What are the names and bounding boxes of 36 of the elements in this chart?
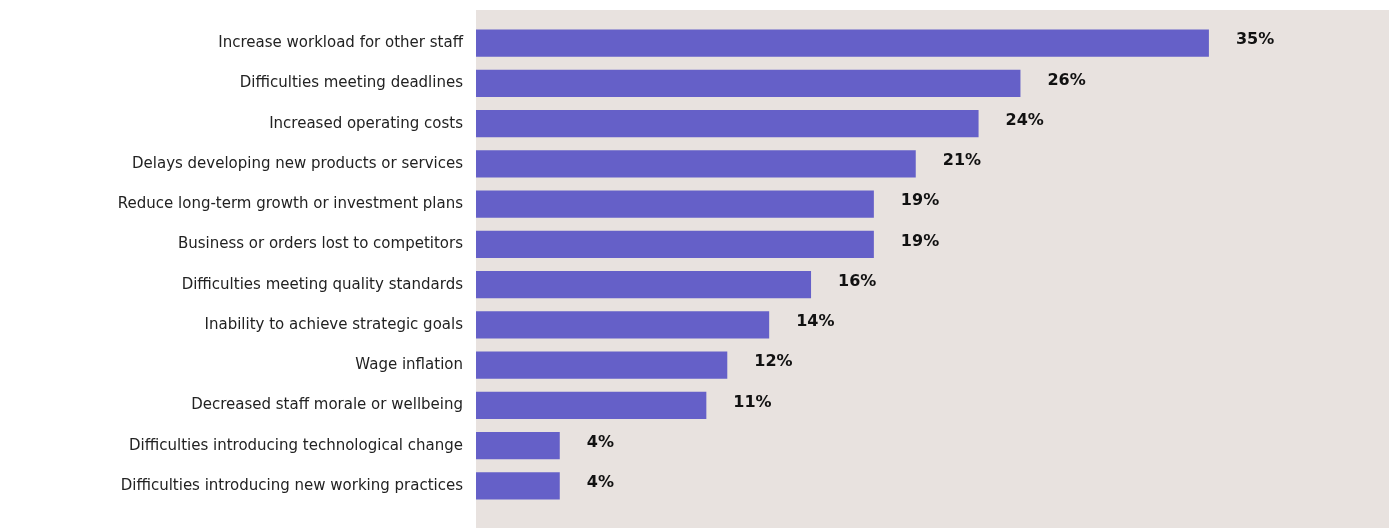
bar [476,69,1021,98]
bar [476,109,979,138]
y-tick-label: Increase workload for other staff [218,33,464,52]
data-label: 21% [942,150,982,170]
bar [476,190,874,218]
y-tick-label: Delays developing new products or services [132,153,464,172]
y-tick-label: Decreased staff morale or wellbeing [191,395,463,414]
data-label: 16% [838,270,877,290]
data-label: 14% [796,311,835,331]
bar [476,472,560,500]
y-tick-label: Business or orders lost to competitors [177,234,464,253]
y-tick-label: Reduce long-term growth or investment plans [117,194,464,213]
bar [476,270,812,299]
bar [476,391,707,420]
y-tick-label: Difficulties meeting deadlines [239,73,464,92]
data-label: 35% [1235,29,1275,49]
data-label: 19% [900,190,940,210]
data-label: 4% [586,472,614,492]
bar [476,29,1209,57]
data-label: 24% [1005,109,1044,129]
data-label: 11% [733,391,772,411]
data-label: 4% [586,431,614,451]
data-label: 19% [900,230,940,250]
bar [476,311,770,339]
bar [476,230,874,259]
bar [476,150,916,178]
data-label: 26% [1047,69,1086,89]
y-tick-label: Wage inflation [355,355,463,374]
data-label: 12% [754,351,793,371]
y-tick-label: Difficulties introducing new working practices [120,475,464,494]
y-tick-label: Increased operating costs [269,113,464,132]
bar [476,351,728,379]
y-tick-label: Difficulties introducing technological change [129,435,463,454]
y-tick-label: Difficulties meeting quality standards [181,274,464,293]
bar [476,431,560,460]
y-tick-label: Inability to achieve strategic goals [204,314,464,333]
